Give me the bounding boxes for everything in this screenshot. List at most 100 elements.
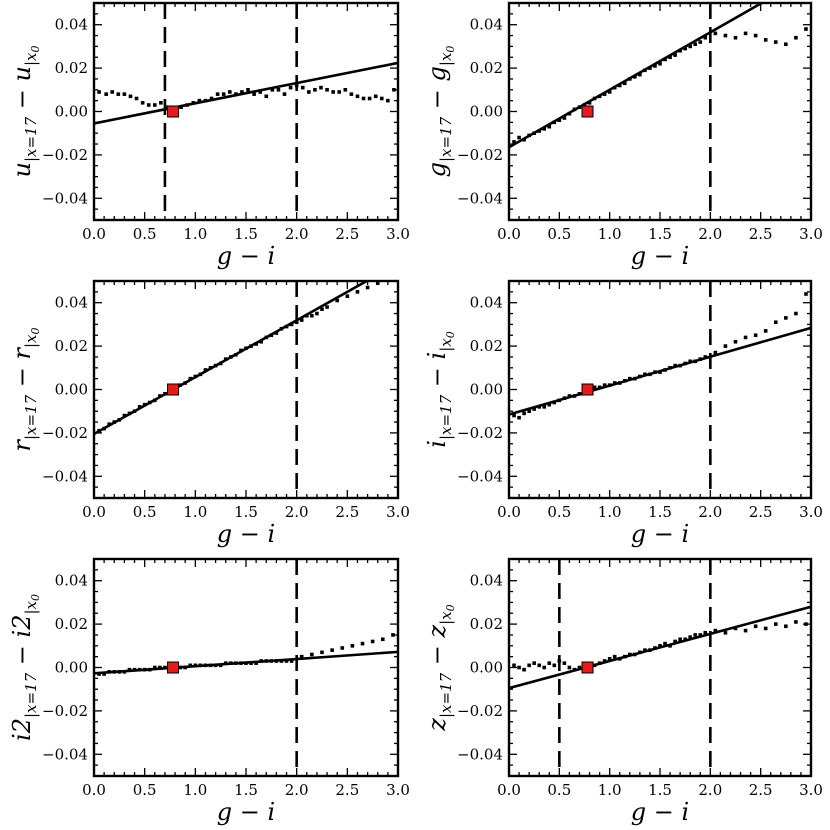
y-label-part: i (423, 352, 451, 360)
y-tick-label: 0.02 (470, 615, 503, 633)
data-point (146, 103, 151, 107)
x-tick-label: 2.5 (749, 781, 773, 799)
data-point (246, 88, 250, 92)
data-point (784, 42, 788, 47)
data-point (784, 624, 788, 629)
data-point (537, 663, 541, 668)
data-point (361, 96, 366, 101)
plot-area (509, 281, 811, 498)
reference-point (167, 105, 180, 118)
data-point (375, 281, 380, 285)
data-point (804, 292, 808, 296)
data-point (320, 650, 324, 655)
y-axis-label: r|x=17 − r|x0​ (8, 327, 42, 451)
data-point (392, 88, 396, 92)
fit-line (509, 326, 811, 416)
data-point (350, 644, 355, 648)
y-label-part: g (423, 66, 451, 81)
x-tick-label: 2.0 (285, 503, 309, 521)
data-point (527, 409, 531, 413)
data-point (542, 665, 547, 670)
x-tick-label: 0.0 (497, 503, 521, 521)
reference-point (581, 661, 594, 674)
data-point (532, 661, 536, 665)
x-tick-label: 1.5 (234, 225, 258, 243)
data-point (542, 127, 547, 131)
y-label-part: |x (22, 600, 40, 614)
data-point (379, 96, 384, 101)
data-point (373, 94, 378, 99)
data-point (381, 637, 385, 642)
data-point (658, 61, 662, 66)
y-label-part: u (8, 66, 36, 81)
panel-g: 0.0 0.5 1.0 1.5 2.0 2.5 3.0−0.04−0.020.000.020… (423, 1, 823, 270)
data-point (753, 33, 758, 38)
y-tick-label: −0.04 (42, 745, 88, 763)
reference-point (167, 661, 180, 674)
x-tick-label: 3.0 (386, 225, 410, 243)
data-point (638, 72, 642, 77)
data-point (340, 646, 345, 650)
fit-line (94, 650, 398, 675)
axes-frame (92, 557, 400, 778)
y-tick-label: −0.04 (457, 189, 503, 207)
data-point (258, 90, 262, 94)
x-tick-label: 0.0 (497, 781, 521, 799)
data-point (159, 101, 163, 105)
data-point (693, 633, 698, 637)
x-tick-label: 3.0 (799, 225, 823, 243)
data-point (804, 622, 808, 626)
data-point (693, 42, 698, 47)
data-point (153, 665, 157, 670)
axes-frame (507, 557, 813, 778)
data-point (743, 628, 748, 633)
y-tick-label: 0.02 (470, 59, 503, 77)
data-point (343, 88, 348, 92)
y-tick-label: 0.02 (55, 615, 88, 633)
data-point (753, 624, 758, 629)
data-point (753, 333, 758, 338)
x-tick-label: 1.0 (598, 503, 622, 521)
y-tick-label: 0.04 (470, 572, 503, 590)
data-point (310, 652, 314, 657)
y-tick-label: 0.04 (470, 294, 503, 312)
x-tick-label: 0.5 (133, 503, 157, 521)
panel-r: 0.0 0.5 1.0 1.5 2.0 2.5 3.0−0.04−0.020.000.020… (8, 279, 410, 548)
x-tick-label: 3.0 (386, 781, 410, 799)
axes-frame (507, 1, 813, 222)
data-point (300, 85, 305, 90)
panel-z: 0.0 0.5 1.0 1.5 2.0 2.5 3.0−0.04−0.020.000.020… (423, 557, 823, 826)
data-point (307, 90, 311, 94)
tick-marks (508, 280, 812, 499)
x-tick-label: 3.0 (799, 503, 823, 521)
data-point (703, 630, 708, 635)
y-tick-label: 0.00 (55, 381, 88, 399)
data-point (355, 94, 360, 99)
y-tick-label: 0.02 (55, 59, 88, 77)
y-label-part: i2 (8, 615, 36, 638)
data-point (240, 90, 244, 94)
data-point (733, 35, 738, 40)
tick-marks (93, 558, 399, 777)
data-point (325, 305, 329, 309)
data-point (310, 313, 314, 318)
data-point (773, 622, 778, 626)
y-label-part: 0 (444, 604, 457, 611)
x-tick-label: 1.0 (183, 781, 207, 799)
data-point (102, 672, 106, 676)
data-point (607, 90, 612, 94)
tick-marks (508, 558, 812, 777)
y-label-part: |x=17 (22, 116, 40, 162)
x-tick-label: 1.0 (598, 781, 622, 799)
data-point (299, 654, 304, 659)
y-tick-label: 0.02 (55, 337, 88, 355)
data-point (547, 402, 552, 407)
y-tick-label: −0.04 (457, 467, 503, 485)
tick-marks (93, 2, 399, 221)
y-label-part: u (8, 162, 36, 177)
x-tick-label: 1.0 (183, 225, 207, 243)
data-point (688, 44, 692, 49)
data-point (688, 635, 692, 639)
y-label-part: |x (437, 52, 455, 66)
y-tick-label: −0.04 (42, 189, 88, 207)
